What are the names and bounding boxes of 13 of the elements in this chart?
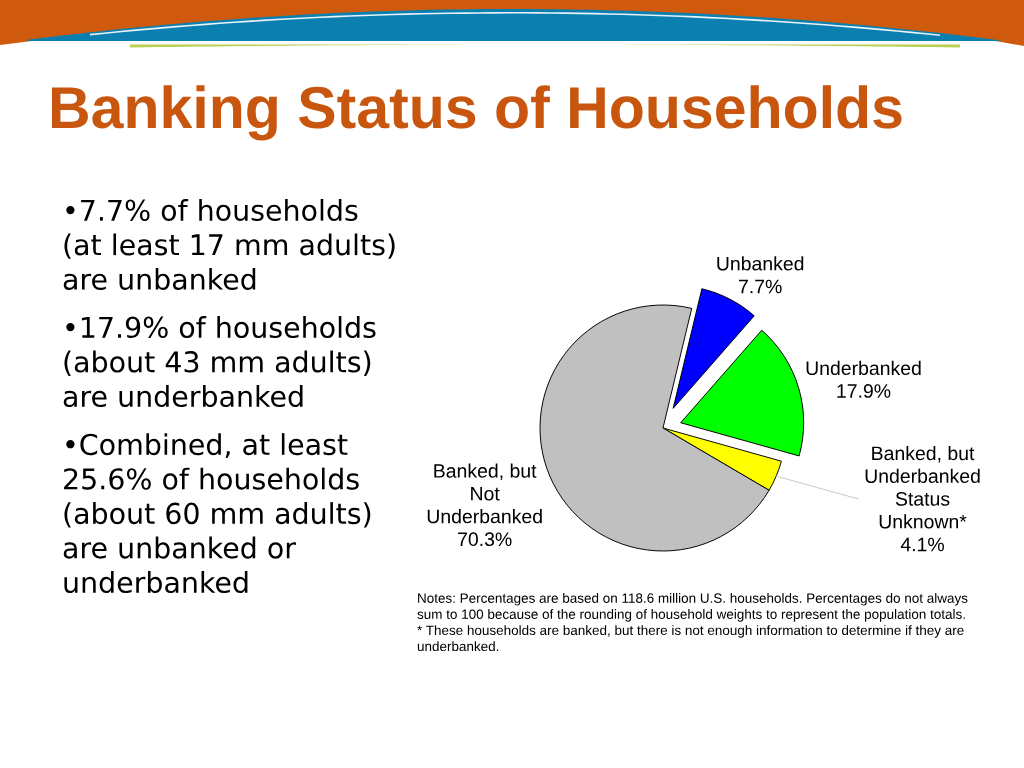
text: •7.7% of households (at least 17 mm adults) are unbanked bbox=[63, 199, 395, 290]
text: Notes: Percentages are based on 118.6 million U.S. households. Percentages do not always sum to 100 because of the rounding of household weights to represent the population totals. * These households are banked, but there is not enough information to determine if they are underbanked. bbox=[417, 593, 968, 652]
data-label: 7.7% bbox=[739, 279, 782, 294]
text: •Combined, at least 25.6% of households (about 60 mm adults) are unbanked or underbanked bbox=[63, 433, 371, 594]
text: •17.9% of households (about 43 mm adults) are underbanked bbox=[63, 316, 376, 408]
slice-label: Banked, but Underbanked Status Unknown* bbox=[865, 445, 980, 529]
slice-label: Underbanked bbox=[806, 360, 921, 376]
data-label: 70.3% bbox=[458, 532, 512, 547]
chart-title: Banking Status of Households bbox=[51, 85, 902, 141]
slice-label: Banked, but Not Underbanked bbox=[427, 463, 542, 524]
data-label: 17.9% bbox=[837, 384, 891, 398]
slice-label: Unbanked bbox=[717, 256, 804, 271]
data-label: 4.1% bbox=[900, 537, 944, 552]
